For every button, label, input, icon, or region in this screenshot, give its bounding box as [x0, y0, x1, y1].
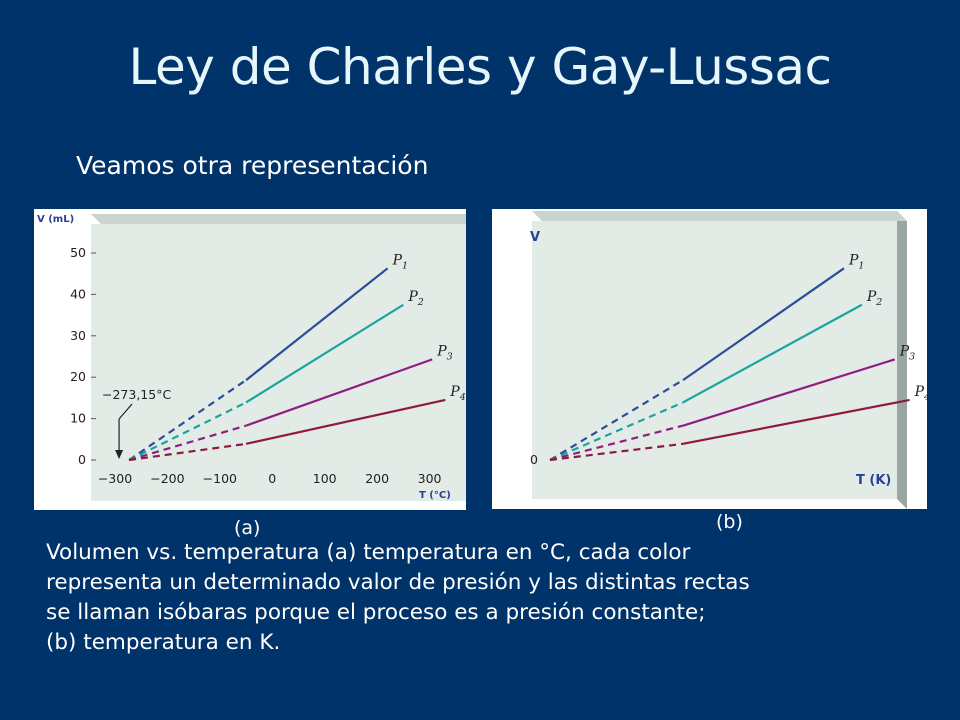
chart-b-plot-area [532, 221, 897, 499]
chart-a-series-p2-measured [245, 303, 404, 404]
chart-a-annotation-label: −273,15°C [102, 387, 171, 402]
chart-a-xtick-label: 200 [365, 471, 389, 486]
chart-a-series-p4-measured [245, 398, 446, 445]
slide-title: Ley de Charles y Gay-Lussac [128, 38, 832, 96]
chart-a-series-p3-measured [245, 358, 433, 427]
chart-b-xlabel: T (K) [856, 473, 891, 488]
chart-a-ytick-label: 0 [78, 452, 86, 467]
chart-a-ytick-label: 40 [70, 286, 86, 301]
chart-b-series-p1 [549, 267, 845, 461]
chart-a-series-p4 [128, 398, 446, 462]
chart-a-xtick-label: −300 [98, 471, 132, 486]
chart-b-series-p4-measured [682, 398, 910, 445]
chart-a-series-p1-measured [245, 267, 389, 381]
chart-b-series-p2 [549, 303, 863, 462]
chart-b-series-p1-measured [682, 267, 845, 382]
chart-a-xtick-label: 300 [418, 471, 442, 486]
slide-subtitle: Veamos otra representación [76, 151, 429, 180]
chart-a-xlabel: T (°C) [419, 490, 451, 501]
chart-a-series-p3 [128, 358, 433, 462]
chart-a-annotation-arrowhead [115, 450, 124, 459]
chart-a-xtick-label: 100 [313, 471, 337, 486]
chart-b-top-face [532, 211, 907, 221]
chart-a-xtick-label: −200 [150, 471, 184, 486]
chart-a-series-p2-extrapolated [128, 401, 247, 461]
chart-a-ytick-label: 50 [70, 245, 86, 260]
chart-a-plot-area [91, 224, 466, 501]
caption-line: representa un determinado valor de presi… [46, 570, 750, 595]
chart-a-xtick-label: −100 [203, 471, 237, 486]
chart-a-top-face [91, 214, 466, 224]
chart-b-caption-label: (b) [716, 511, 743, 533]
chart-a-caption-label: (a) [234, 517, 261, 539]
chart-b-series-p4 [549, 398, 910, 462]
chart-b-ylabel: V [530, 230, 540, 245]
chart-a-series-p4-extrapolated [128, 442, 247, 462]
chart-b-ytick-label: 0 [530, 452, 538, 467]
chart-b-series-label-p4: P4 [914, 384, 927, 403]
chart-b-series-p3-measured [682, 358, 896, 427]
chart-b-series-p3-extrapolated [549, 424, 684, 462]
caption-line: se llaman isóbaras porque el proceso es … [46, 600, 706, 625]
caption-line: Volumen vs. temperatura (a) temperatura … [46, 540, 691, 565]
chart-b-side-face [897, 211, 907, 509]
chart-b-series-p2-extrapolated [549, 401, 684, 462]
chart-b-series-p3 [549, 358, 896, 462]
chart-a-ytick-label: 20 [70, 369, 86, 384]
chart-a-series-p2 [128, 303, 404, 461]
chart-a-ytick-label: 10 [70, 411, 86, 426]
chart-b-series-p4-extrapolated [549, 442, 684, 462]
chart-b-series-p1-extrapolated [549, 379, 684, 461]
chart-a-ytick-label: 30 [70, 328, 86, 343]
caption-line: (b) temperatura en K. [46, 630, 281, 655]
chart-a-series-p1 [128, 267, 389, 461]
figure-caption: Volumen vs. temperatura (a) temperatura … [46, 538, 926, 658]
chart-a-ylabel: V (mL) [37, 214, 74, 225]
chart-a-series-p3-extrapolated [128, 424, 247, 462]
chart-a-xtick-label: 0 [268, 471, 276, 486]
chart-b-series-p2-measured [682, 303, 863, 404]
chart-a-annotation-leader [118, 403, 133, 420]
